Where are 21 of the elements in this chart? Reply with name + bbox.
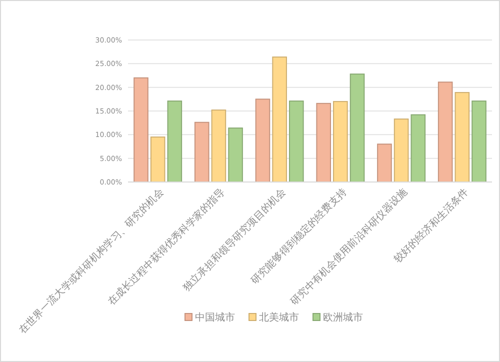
bar bbox=[228, 128, 243, 182]
bar bbox=[377, 144, 392, 182]
bar bbox=[272, 56, 287, 182]
bar bbox=[167, 100, 182, 182]
bar bbox=[350, 74, 365, 182]
bar bbox=[472, 100, 486, 182]
bar bbox=[410, 114, 426, 182]
legend-label: 北美城市 bbox=[259, 312, 299, 324]
bar bbox=[438, 82, 453, 182]
bar bbox=[255, 98, 270, 182]
bar bbox=[134, 77, 148, 182]
bar bbox=[316, 102, 331, 182]
bar bbox=[454, 92, 470, 182]
bar bbox=[333, 101, 348, 182]
bar bbox=[289, 100, 304, 182]
bar bbox=[194, 122, 210, 182]
bar bbox=[394, 118, 409, 182]
bar bbox=[150, 136, 166, 182]
legend-label: 欧洲城市 bbox=[323, 312, 363, 324]
bar bbox=[211, 110, 226, 182]
legend-label: 中国城市 bbox=[195, 312, 235, 324]
